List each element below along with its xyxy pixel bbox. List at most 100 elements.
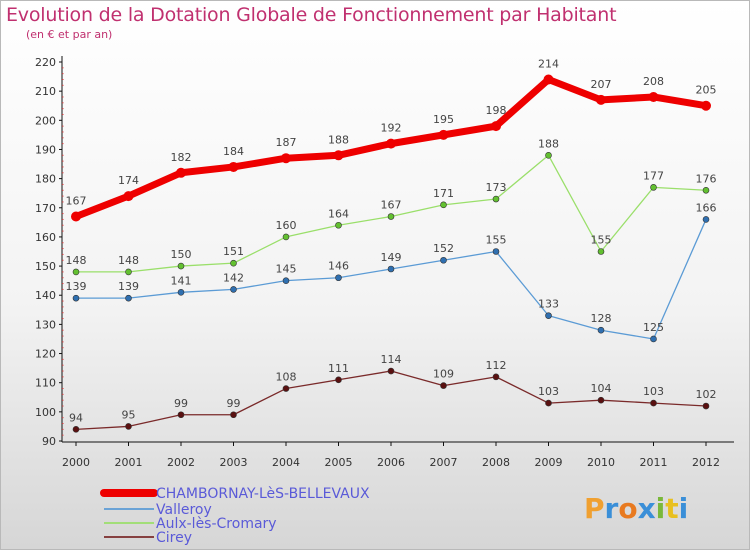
x-tick-label: 2008 — [482, 456, 510, 469]
data-point — [597, 396, 605, 404]
y-minor-tick — [62, 393, 64, 395]
y-tick-label: 150 — [35, 260, 56, 273]
data-point — [491, 121, 501, 132]
y-tick-label: 90 — [42, 435, 56, 448]
y-minor-tick — [62, 417, 64, 419]
data-point — [72, 426, 80, 433]
y-minor-tick — [62, 423, 64, 425]
y-minor-tick — [62, 434, 64, 436]
y-minor-tick — [62, 213, 64, 215]
legend-entry: CHAMBORNAY-LèS-BELLEVAUX — [156, 486, 370, 502]
x-tick-label: 2004 — [272, 456, 300, 469]
logo-letter: t — [665, 492, 679, 525]
data-label: 112 — [486, 359, 507, 372]
data-point — [71, 211, 81, 222]
y-tick-label: 130 — [35, 318, 56, 331]
y-minor-tick — [62, 341, 64, 343]
data-label: 114 — [381, 353, 402, 366]
data-label: 182 — [171, 151, 192, 164]
data-point — [597, 248, 605, 255]
data-label: 108 — [276, 371, 297, 384]
data-label: 139 — [66, 280, 87, 293]
data-point — [228, 161, 239, 172]
data-point — [125, 294, 132, 302]
proxiti-logo: Proxiti — [584, 492, 688, 525]
x-tick-label: 2012 — [692, 456, 720, 469]
data-label: 188 — [328, 133, 349, 146]
y-tick-label: 120 — [35, 348, 56, 361]
data-point — [386, 138, 396, 149]
legend-entry: Cirey — [156, 530, 192, 546]
y-tick-label: 100 — [35, 406, 56, 419]
y-minor-tick — [62, 277, 64, 279]
data-label: 141 — [171, 274, 192, 287]
y-minor-tick — [62, 329, 64, 331]
data-label: 145 — [276, 263, 297, 276]
data-point — [440, 201, 447, 209]
data-label: 102 — [696, 388, 717, 401]
data-label: 187 — [276, 136, 297, 149]
data-point — [230, 259, 237, 267]
data-point — [545, 399, 552, 407]
y-minor-tick — [62, 143, 64, 145]
data-point — [492, 248, 500, 255]
data-point — [177, 262, 185, 270]
y-minor-tick — [62, 166, 64, 168]
data-label: 148 — [66, 254, 87, 267]
y-minor-tick — [62, 248, 64, 250]
y-minor-tick — [62, 189, 64, 191]
y-minor-tick — [62, 125, 64, 127]
data-label: 146 — [328, 260, 349, 273]
data-label: 160 — [276, 219, 297, 232]
y-minor-tick — [62, 312, 64, 314]
data-label: 198 — [486, 104, 507, 117]
y-tick-label: 170 — [35, 202, 56, 215]
y-minor-tick — [62, 154, 64, 156]
data-point — [597, 326, 605, 334]
series-lines — [71, 74, 711, 433]
data-label: 214 — [538, 57, 559, 70]
y-minor-tick — [62, 300, 64, 302]
y-minor-tick — [62, 318, 64, 320]
data-point — [650, 184, 657, 191]
data-label: 205 — [696, 84, 717, 97]
data-point — [230, 286, 237, 293]
y-minor-tick — [62, 195, 64, 197]
data-label: 109 — [433, 368, 454, 381]
data-point — [335, 274, 342, 282]
y-minor-tick — [62, 253, 64, 255]
data-point — [492, 373, 500, 381]
data-point — [230, 411, 237, 419]
data-label: 99 — [174, 397, 188, 410]
data-point — [440, 382, 447, 389]
data-label: 103 — [538, 385, 559, 398]
y-tick-label: 160 — [35, 231, 56, 244]
logo-letter: x — [637, 492, 656, 525]
y-minor-tick — [62, 224, 64, 226]
data-point — [335, 376, 342, 384]
y-tick-label: 110 — [35, 377, 56, 390]
data-point — [281, 153, 291, 164]
x-tick-label: 2003 — [220, 456, 248, 469]
series-line — [75, 370, 707, 430]
data-point — [650, 399, 657, 407]
data-point — [333, 150, 344, 161]
data-label: 192 — [381, 122, 402, 135]
data-point — [177, 411, 185, 419]
data-label: 167 — [66, 195, 87, 208]
y-minor-tick — [62, 271, 64, 273]
y-tick-label: 210 — [35, 85, 56, 98]
y-minor-tick — [62, 335, 64, 337]
x-tick-label: 2005 — [325, 456, 353, 469]
y-minor-tick — [62, 376, 64, 378]
logo-letter: r — [604, 492, 619, 525]
data-point — [492, 195, 500, 203]
data-point — [125, 268, 132, 276]
y-minor-tick — [62, 183, 64, 185]
y-minor-tick — [62, 102, 64, 104]
data-label: 164 — [328, 207, 349, 220]
y-minor-tick — [62, 96, 64, 98]
data-label: 167 — [381, 199, 402, 212]
y-minor-tick — [62, 201, 64, 203]
